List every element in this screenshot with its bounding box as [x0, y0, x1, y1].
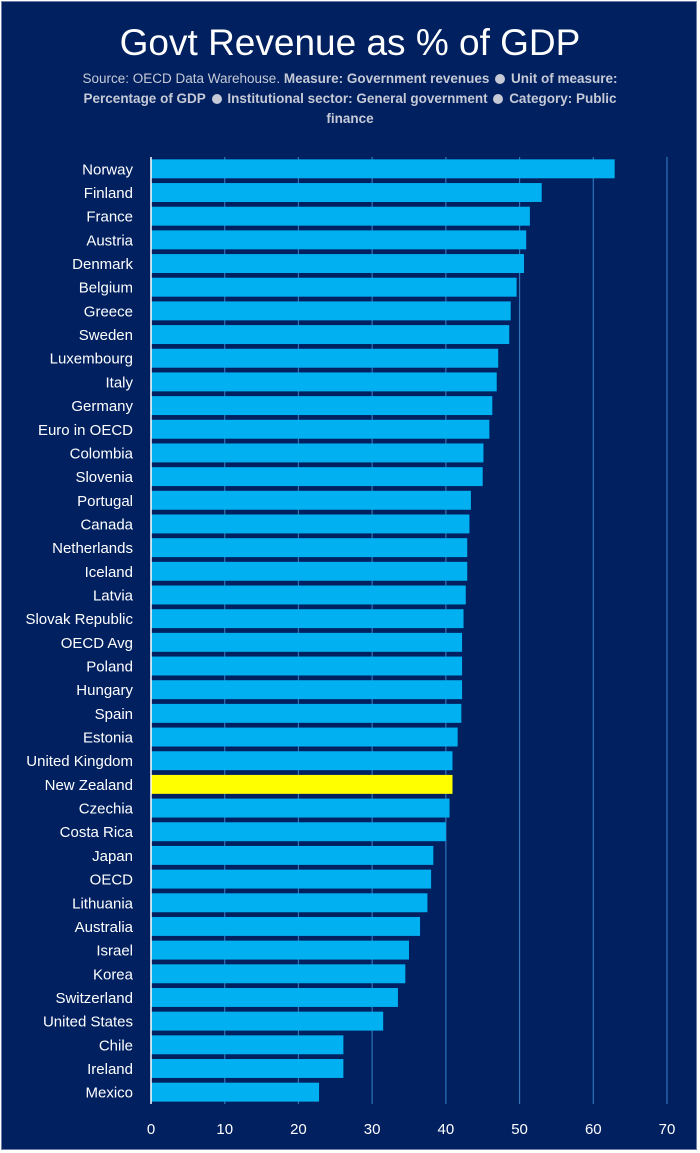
- category-label: Hungary: [76, 682, 133, 699]
- x-tick-label: 40: [438, 1121, 455, 1138]
- category-label: Ireland: [87, 1061, 133, 1078]
- bar: [151, 301, 511, 321]
- category-label: Korea: [93, 966, 134, 983]
- bar: [151, 916, 421, 936]
- bar: [151, 987, 398, 1007]
- category-label: Colombia: [70, 445, 134, 462]
- bar: [151, 159, 615, 179]
- category-label: United Kingdom: [26, 753, 133, 770]
- bar: [151, 277, 517, 297]
- bar: [151, 254, 524, 274]
- category-label: OECD: [90, 872, 134, 889]
- bar: [151, 585, 466, 605]
- category-label: Israel: [96, 943, 133, 960]
- bar: [151, 372, 497, 392]
- bar: [151, 1011, 384, 1031]
- x-tick-label: 20: [290, 1121, 307, 1138]
- bar: [151, 467, 483, 487]
- bar: [151, 1059, 344, 1078]
- category-label: Euro in OECD: [38, 422, 133, 439]
- category-label: Norway: [82, 161, 133, 178]
- x-tick-label: 70: [659, 1121, 676, 1138]
- bar: [151, 1035, 344, 1055]
- category-label: Belgium: [79, 280, 133, 297]
- category-label: Japan: [92, 848, 133, 865]
- bar: [151, 680, 463, 700]
- bar: [151, 703, 462, 723]
- category-label: New Zealand: [45, 777, 133, 794]
- bar: [151, 538, 468, 558]
- category-label: Portugal: [77, 493, 133, 510]
- subtitle-measure: Measure: Government revenues: [283, 71, 490, 86]
- category-label: Chile: [99, 1037, 133, 1054]
- bar: [151, 396, 493, 416]
- bullet-dot-icon: [211, 94, 222, 104]
- bullet-dot-icon: [493, 94, 504, 104]
- category-label: France: [86, 209, 133, 226]
- category-label: OECD Avg: [61, 635, 133, 652]
- bar: [151, 893, 428, 913]
- category-label: Estonia: [83, 730, 134, 747]
- subtitle-source: Source: OECD Data Warehouse.: [82, 71, 281, 86]
- bar: [151, 845, 434, 865]
- bar: [151, 325, 510, 345]
- bar: [151, 964, 406, 984]
- bar: [151, 514, 470, 534]
- x-tick-label: 10: [216, 1121, 233, 1138]
- subtitle-category: Category: Public finance: [326, 91, 617, 126]
- bullet-dot-icon: [495, 74, 506, 84]
- x-tick-label: 60: [585, 1121, 602, 1138]
- category-label: Austria: [86, 232, 133, 249]
- bar: [151, 774, 453, 794]
- category-label: Iceland: [85, 564, 133, 581]
- bar: [151, 751, 453, 771]
- bar: [151, 490, 471, 510]
- category-label: Italy: [105, 374, 133, 391]
- chart-title: Govt Revenue as % of GDP: [119, 22, 581, 63]
- subtitle-unit: Unit of measure: Percentage of GDP: [83, 71, 618, 106]
- bar: [151, 348, 499, 368]
- bar: [151, 798, 450, 818]
- bar: [151, 419, 490, 439]
- bar: [151, 183, 542, 202]
- category-label: Australia: [75, 919, 134, 936]
- bar: [151, 230, 527, 250]
- bar: [151, 609, 464, 629]
- category-label: Slovak Republic: [25, 611, 133, 628]
- category-label: Lithuania: [72, 895, 134, 912]
- category-label: Finland: [84, 185, 133, 202]
- category-label: Spain: [95, 706, 133, 723]
- bar: [151, 206, 530, 226]
- x-tick-label: 30: [364, 1121, 381, 1138]
- category-label: Netherlands: [52, 540, 133, 557]
- category-label: Costa Rica: [60, 824, 134, 841]
- bar: [151, 561, 468, 581]
- category-label: Greece: [84, 303, 133, 320]
- chart-subtitle: Source: OECD Data Warehouse. Measure: Go…: [80, 69, 620, 129]
- category-label: United States: [43, 1014, 133, 1031]
- category-label: Latvia: [93, 587, 134, 604]
- category-label: Czechia: [79, 801, 134, 818]
- bar: [151, 1082, 320, 1102]
- bar: [151, 940, 409, 960]
- category-label: Slovenia: [75, 469, 133, 486]
- x-tick-label: 0: [147, 1121, 155, 1138]
- category-label: Poland: [86, 659, 133, 676]
- category-label: Luxembourg: [50, 351, 133, 368]
- bar: [151, 727, 458, 747]
- x-tick-label: 50: [511, 1121, 528, 1138]
- category-label: Sweden: [79, 327, 133, 344]
- bar: [151, 632, 463, 652]
- category-label: Mexico: [85, 1085, 133, 1102]
- bar: [151, 443, 484, 463]
- bar: [151, 656, 463, 676]
- category-label: Canada: [80, 516, 133, 533]
- bar: [151, 822, 446, 842]
- category-label: Germany: [71, 398, 133, 415]
- category-label: Denmark: [72, 256, 133, 273]
- category-label: Switzerland: [55, 990, 133, 1007]
- subtitle-sector: Institutional sector: General government: [227, 91, 488, 106]
- bar: [151, 869, 432, 889]
